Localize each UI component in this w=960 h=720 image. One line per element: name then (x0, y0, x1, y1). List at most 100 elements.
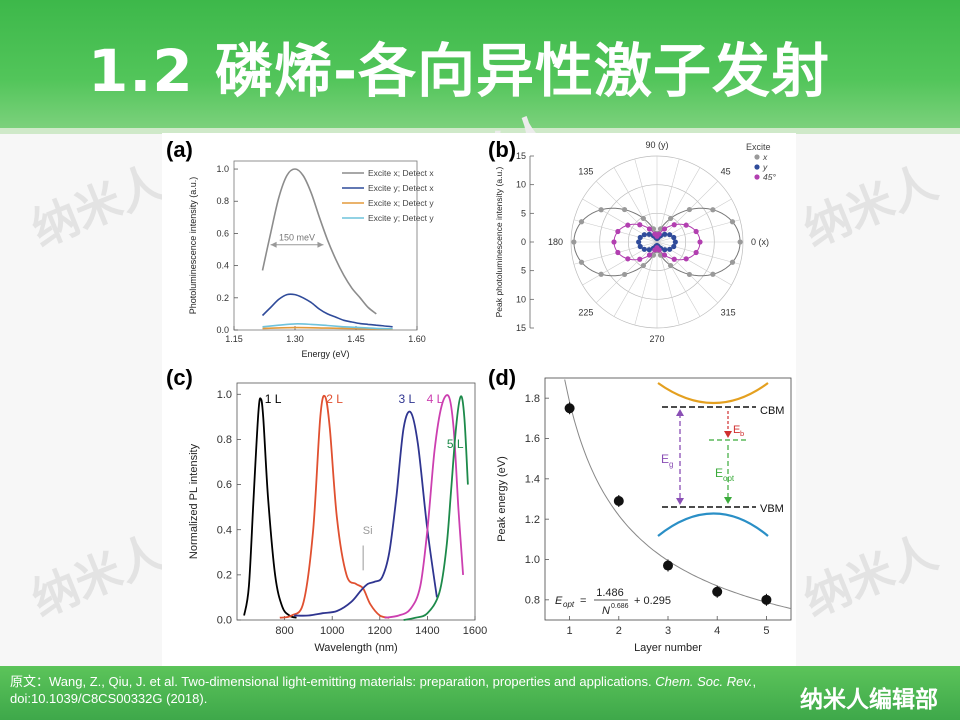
data-point (712, 586, 723, 597)
y-tick-label: 0.6 (216, 228, 229, 238)
valence-band (657, 512, 769, 537)
data-point (656, 247, 662, 253)
y-tick-label: 1.0 (216, 164, 229, 174)
data-point (621, 271, 628, 278)
data-point (657, 226, 664, 232)
data-point (683, 222, 689, 228)
watermark: 纳米人 (796, 154, 945, 257)
panel-label-b: (b) (488, 137, 516, 162)
watermark: 纳米人 (24, 524, 173, 627)
watermark: 纳米人 (796, 524, 945, 627)
legend-label: Excite y; Detect x (368, 183, 434, 193)
data-point (646, 247, 652, 253)
legend-label: Excite x; Detect x (368, 168, 434, 178)
series-line (243, 397, 297, 619)
data-point (650, 252, 657, 258)
x-tick-label: 1.45 (347, 334, 365, 344)
x-axis-label: Wavelength (nm) (314, 642, 397, 654)
data-point (625, 256, 631, 262)
plot-frame (544, 377, 792, 621)
data-point (661, 226, 668, 232)
equation-exponent: 0.686 (611, 603, 629, 610)
data-point (662, 247, 668, 253)
data-point (671, 234, 677, 241)
data-point (640, 215, 646, 222)
legend-label: x (762, 152, 768, 162)
data-point (598, 207, 604, 213)
data-point (613, 496, 624, 507)
x-tick-label: 1.60 (408, 334, 426, 344)
y-tick-label: 5 (521, 266, 526, 276)
series-line (261, 293, 393, 328)
eg-subscript: g (669, 460, 673, 469)
legend-marker (754, 174, 760, 180)
y-tick-label: 0.6 (217, 479, 232, 491)
editor-label: 纳米人编辑部 (800, 687, 938, 713)
data-point (578, 259, 585, 265)
figure-svg: (a)1.15 1.30 1.45 1.600.00.20.40.60.81.0Ene… (166, 137, 792, 654)
series-label: 2 L (326, 392, 343, 406)
eopt-subscript: opt (723, 474, 735, 483)
x-tick-label: 1200 (368, 625, 392, 637)
legend-label: Excite x; Detect y (368, 198, 434, 208)
cbm-label: CBM (760, 405, 784, 417)
data-point (663, 560, 673, 571)
citation-journal: Chem. Soc. Rev. (655, 674, 753, 689)
legend-label: y (762, 162, 768, 172)
footer-bar (0, 666, 960, 720)
data-point (650, 226, 657, 232)
eb-label: E (733, 424, 740, 436)
y-tick-label: 10 (516, 180, 526, 190)
series-label: 1 L (265, 392, 282, 406)
angle-label: 135 (578, 166, 593, 176)
data-point (625, 222, 631, 228)
angle-label: 45 (721, 166, 731, 176)
annotation-arrowhead (317, 241, 324, 248)
y-tick-label: 10 (516, 294, 526, 304)
data-point (637, 222, 643, 228)
series-line (294, 410, 438, 617)
y-axis-label: Peak energy (eV) (496, 456, 508, 542)
data-point (615, 249, 621, 256)
annotation-text: 150 meV (279, 233, 315, 243)
series-label: 3 L (399, 392, 416, 406)
legend-marker (754, 164, 760, 170)
data-point (564, 403, 575, 414)
series-line (279, 394, 390, 619)
x-tick-label: 2 (616, 625, 622, 637)
y-tick-label: 1.8 (525, 393, 540, 405)
y-tick-label: 1.4 (525, 474, 540, 486)
data-point (661, 252, 668, 258)
data-point (693, 228, 699, 235)
x-tick-label: 5 (763, 625, 769, 637)
angle-label: 0 (x) (751, 237, 769, 247)
figure-panel: (a) 1.15 1.30 1.45 1.60 0.0 0.2 0.4 0.6 0.8 1.0 Ene… (162, 133, 796, 668)
angle-label: 90 (y) (645, 140, 668, 150)
equation-constant: + 0.295 (634, 595, 671, 607)
citation-doi: , doi:10.1039/C8CS00332G (2018). (10, 674, 757, 706)
eg-label: E (661, 452, 669, 466)
y-axis-label: Photoluminescence intensity (a.u.) (188, 177, 198, 315)
x-axis-label: Energy (eV) (301, 349, 349, 359)
data-point (693, 249, 699, 256)
y-tick-label: 0.2 (217, 570, 232, 582)
slide-title: 1.2 磷烯-各向异性激子发射 (88, 37, 831, 105)
panel-label-d: (d) (488, 365, 516, 390)
data-point (636, 239, 642, 245)
data-point (683, 256, 689, 262)
data-point (615, 228, 621, 235)
series-label: 4 L (427, 392, 444, 406)
panel-label-c: (c) (166, 365, 193, 390)
y-tick-label: 1.6 (525, 433, 540, 445)
y-tick-label: 0.0 (217, 615, 232, 627)
y-tick-label: 0.8 (217, 434, 232, 446)
angle-label: 180 (548, 237, 563, 247)
data-point (710, 271, 716, 277)
data-point (671, 256, 677, 262)
annotation-arrowhead (270, 241, 277, 248)
data-point (729, 259, 736, 265)
plot-frame (233, 160, 418, 331)
data-point (646, 226, 653, 232)
data-point (697, 239, 703, 245)
equation-denominator: N (602, 605, 610, 617)
